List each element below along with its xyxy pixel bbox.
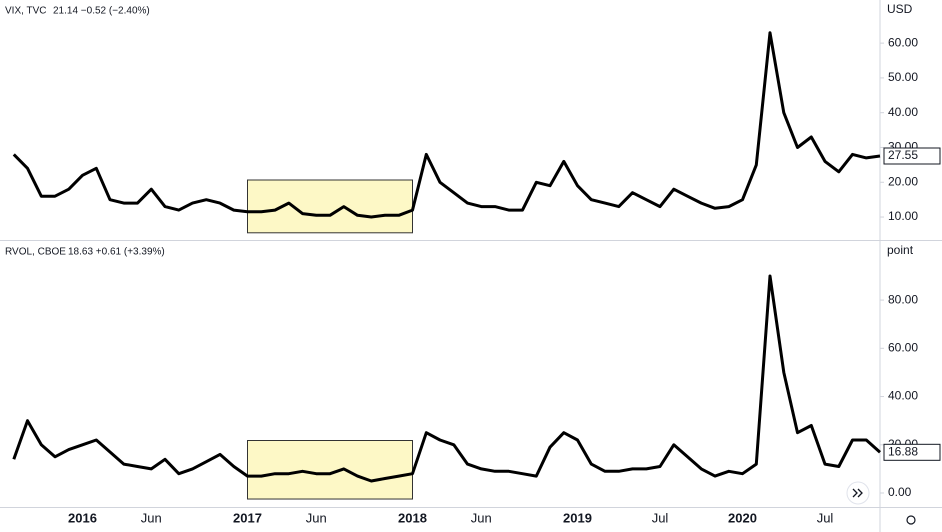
pane-title: VIX, TVC	[5, 6, 47, 17]
pane-quote: 18.63 +0.61 (+3.39%)	[68, 247, 165, 258]
x-tick-label: 2017	[233, 510, 262, 525]
y-tick-label: 60.00	[888, 340, 918, 354]
line-series	[12, 274, 882, 483]
y-tick-label: 40.00	[888, 105, 918, 119]
pane-quote: 21.14 −0.52 (−2.40%)	[53, 6, 150, 17]
y-tick-label: 80.00	[888, 292, 918, 306]
x-tick-label: Jun	[471, 510, 492, 525]
y-tick-label: 20.00	[888, 174, 918, 188]
line-series	[12, 31, 881, 219]
x-tick-label: 2018	[398, 510, 427, 525]
last-value-label: 16.88	[888, 444, 918, 458]
pane-title: RVOL, CBOE	[5, 247, 66, 258]
y-tick-label: 10.00	[888, 209, 918, 223]
x-tick-label: Jul	[652, 510, 669, 525]
scroll-button[interactable]	[846, 481, 870, 505]
highlight-box	[247, 440, 413, 500]
x-tick-label: Jun	[306, 510, 327, 525]
last-value-box	[883, 443, 941, 461]
unit-label: USD	[887, 2, 913, 16]
last-value-box	[883, 147, 941, 165]
settings-icon[interactable]	[906, 515, 916, 525]
y-tick-label: 40.00	[888, 389, 918, 403]
last-value-label: 27.55	[888, 148, 918, 162]
x-tick-label: Jul	[817, 510, 834, 525]
x-tick-label: Jun	[141, 510, 162, 525]
highlight-box	[247, 179, 413, 234]
unit-label: point	[887, 243, 914, 257]
x-tick-label: 2016	[68, 510, 97, 525]
x-tick-label: 2019	[563, 510, 592, 525]
y-tick-label: 50.00	[888, 70, 918, 84]
y-tick-label: 0.00	[888, 485, 912, 499]
x-tick-label: 2020	[728, 510, 757, 525]
y-tick-label: 60.00	[888, 35, 918, 49]
